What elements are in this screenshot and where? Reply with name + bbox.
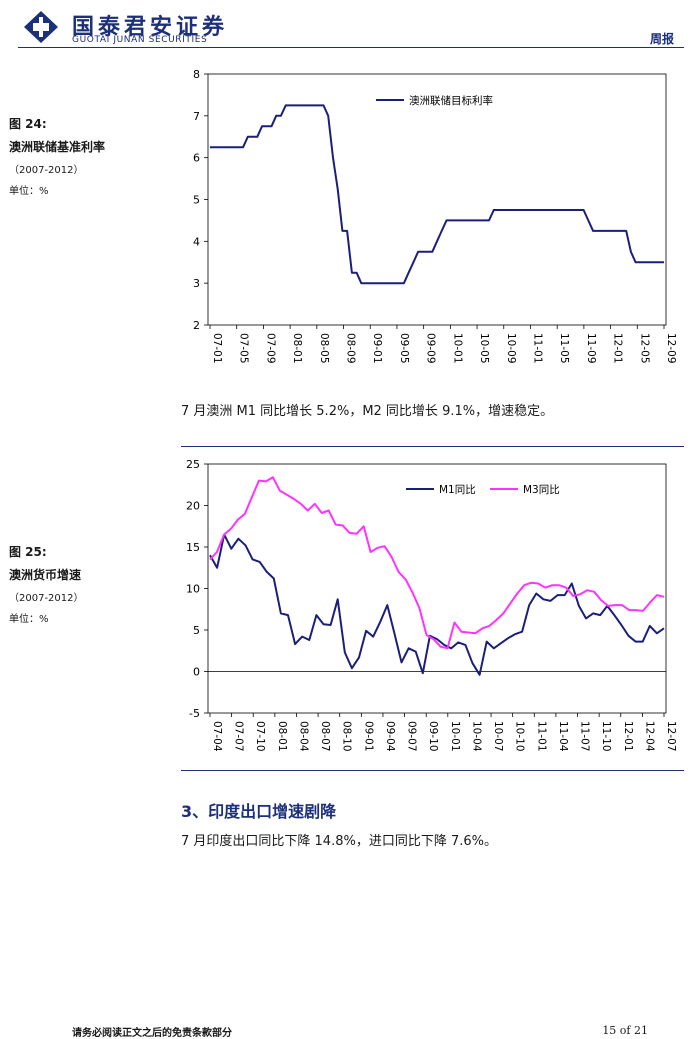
figure-25-unit: 单位：%	[9, 614, 49, 625]
figure-24-caption-block: 图 24: 澳洲联储基准利率 （2007-2012） 单位：%	[9, 115, 105, 197]
figure-25-top-rule	[181, 446, 684, 447]
money-growth-chart: -5 0 5 10 15 20 25 07-04 07-07 07-10 08-01 08-04 08-…	[186, 458, 677, 752]
x-tick-label: 11-07	[579, 721, 591, 752]
x-tick-label: 10-01	[451, 333, 463, 364]
x-tick-label: 08-07	[319, 721, 331, 752]
x-tick-label: 10-05	[478, 333, 490, 364]
y-tick-label: 4	[193, 235, 200, 248]
figure-24-period: （2007-2012）	[9, 165, 84, 176]
x-tick-label: 08-05	[318, 333, 330, 364]
legend-label: 澳洲联储目标利率	[409, 94, 493, 107]
x-tick-label: 11-09	[585, 333, 597, 364]
y-tick-label: 0	[193, 666, 200, 679]
x-tick-label: 10-04	[470, 721, 482, 752]
x-tick-label: 11-05	[558, 333, 570, 364]
figure-25-caption: 澳洲货币增速	[9, 568, 82, 582]
figure-25-period: （2007-2012）	[9, 593, 84, 604]
legend-label: M1同比	[439, 483, 476, 496]
x-tick-label: 12-01	[622, 721, 634, 752]
x-tick-label: 07-01	[211, 333, 223, 364]
x-tick-label: 10-07	[492, 721, 504, 752]
y-tick-label: 5	[193, 194, 200, 207]
x-tick-label: 09-04	[384, 721, 396, 752]
x-tick-label: 11-04	[557, 721, 569, 752]
x-tick-label: 11-01	[531, 333, 543, 364]
series-line-1	[209, 533, 665, 676]
company-name-en: GUOTAI JUNAN SECURITIES	[72, 35, 208, 45]
figure-24-number: 图 24:	[9, 117, 47, 131]
figure-24-caption: 澳洲联储基准利率	[9, 140, 106, 154]
x-tick-label: 08-01	[276, 721, 288, 752]
header-divider	[18, 47, 684, 48]
x-tick-label: 12-09	[665, 333, 677, 364]
series-line-1	[210, 104, 664, 285]
x-tick-label: 07-07	[233, 721, 245, 752]
x-tick-label: 08-01	[291, 333, 303, 364]
figure-25-bottom-rule	[181, 770, 684, 771]
section-3-title: 3、印度出口增速剧降	[181, 802, 337, 821]
x-tick-label: 07-05	[238, 333, 250, 364]
y-tick-label: 2	[193, 319, 200, 332]
x-tick-label: 12-04	[643, 721, 655, 752]
y-tick-label: 3	[193, 277, 200, 290]
page-header: 国泰君安证券 GUOTAI JUNAN SECURITIES 周报	[0, 0, 700, 50]
x-tick-label: 09-01	[362, 721, 374, 752]
x-tick-label: 10-09	[505, 333, 517, 364]
paragraph-money-supply: 7 月澳洲 M1 同比增长 5.2%，M2 同比增长 9.1%，增速稳定。	[181, 404, 554, 419]
x-tick-label: 07-04	[211, 721, 223, 752]
legend-label: M3同比	[523, 483, 560, 496]
x-tick-label: 09-01	[371, 333, 383, 364]
disclaimer-note: 请务必阅读正文之后的免责条款部分	[72, 1028, 232, 1039]
figure-25-number: 图 25:	[9, 545, 47, 559]
company-name-cn: 国泰君安证券	[72, 15, 229, 40]
figure-24-unit: 单位：%	[9, 186, 49, 197]
page-number: 15 of 21	[602, 1024, 648, 1037]
y-tick-label: 20	[186, 500, 200, 513]
x-tick-label: 07-09	[264, 333, 276, 364]
y-tick-label: 15	[186, 541, 200, 554]
y-tick-label: 8	[193, 68, 200, 81]
y-tick-label: 7	[193, 110, 200, 123]
x-tick-label: 09-09	[425, 333, 437, 364]
x-tick-label: 08-04	[297, 721, 309, 752]
figure-25-caption-block: 图 25: 澳洲货币增速 （2007-2012） 单位：%	[9, 543, 84, 625]
x-tick-label: 08-09	[345, 333, 357, 364]
x-tick-label: 12-05	[638, 333, 650, 364]
series-line-2	[209, 476, 665, 650]
x-tick-label: 09-05	[398, 333, 410, 364]
rba-rate-chart: 2 3 4 5 6 7 8 07-01 07-05 07-09 08-01 08-05 08-09 09-…	[193, 68, 677, 364]
x-tick-label: 12-01	[612, 333, 624, 364]
guotai-junan-logo-icon	[24, 11, 58, 43]
x-tick-label: 08-10	[341, 721, 353, 752]
x-tick-label: 07-10	[254, 721, 266, 752]
x-tick-label: 12-07	[665, 721, 677, 752]
x-tick-label: 10-10	[514, 721, 526, 752]
y-tick-label: 6	[193, 152, 200, 165]
plot-area	[207, 73, 667, 326]
x-tick-label: 11-10	[600, 721, 612, 752]
y-tick-label: -5	[189, 707, 200, 720]
y-tick-label: 5	[193, 624, 200, 637]
x-tick-label: 09-10	[427, 721, 439, 752]
report-type: 周报	[649, 32, 674, 46]
x-tick-label: 09-07	[406, 721, 418, 752]
y-tick-label: 25	[186, 458, 200, 471]
x-tick-label: 11-01	[535, 721, 547, 752]
x-tick-label: 10-01	[449, 721, 461, 752]
y-tick-label: 10	[186, 583, 200, 596]
section-3-text: 7 月印度出口同比下降 14.8%，进口同比下降 7.6%。	[181, 834, 497, 849]
